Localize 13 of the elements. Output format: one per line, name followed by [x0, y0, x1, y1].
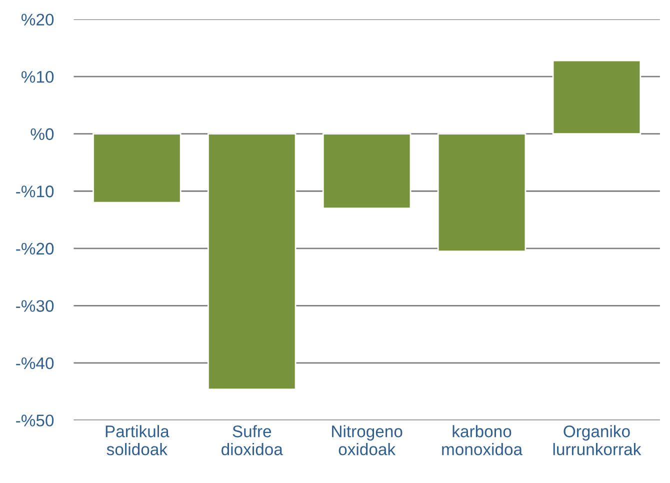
y-tick-label: -%20: [16, 242, 54, 255]
y-tick-label: %0: [30, 128, 54, 140]
y-tick-label: %10: [21, 70, 54, 83]
y-tick-label: -%10: [16, 186, 54, 198]
y-tick-label: %20: [21, 14, 54, 26]
y-tick-label: -%30: [16, 300, 54, 312]
x-tick-label: karbono monoxidoa: [442, 425, 523, 456]
x-tick-label: Nitrogeno oxidoak: [332, 425, 402, 456]
x-tick-label: Sufre dioxidoa: [222, 425, 283, 456]
y-tick-label: -%50: [16, 414, 54, 426]
x-tick-label: Partikula solidoak: [106, 425, 170, 456]
y-tick-label: -%40: [16, 357, 54, 370]
x-tick-label: Organiko lurrunkorrak: [553, 425, 642, 456]
